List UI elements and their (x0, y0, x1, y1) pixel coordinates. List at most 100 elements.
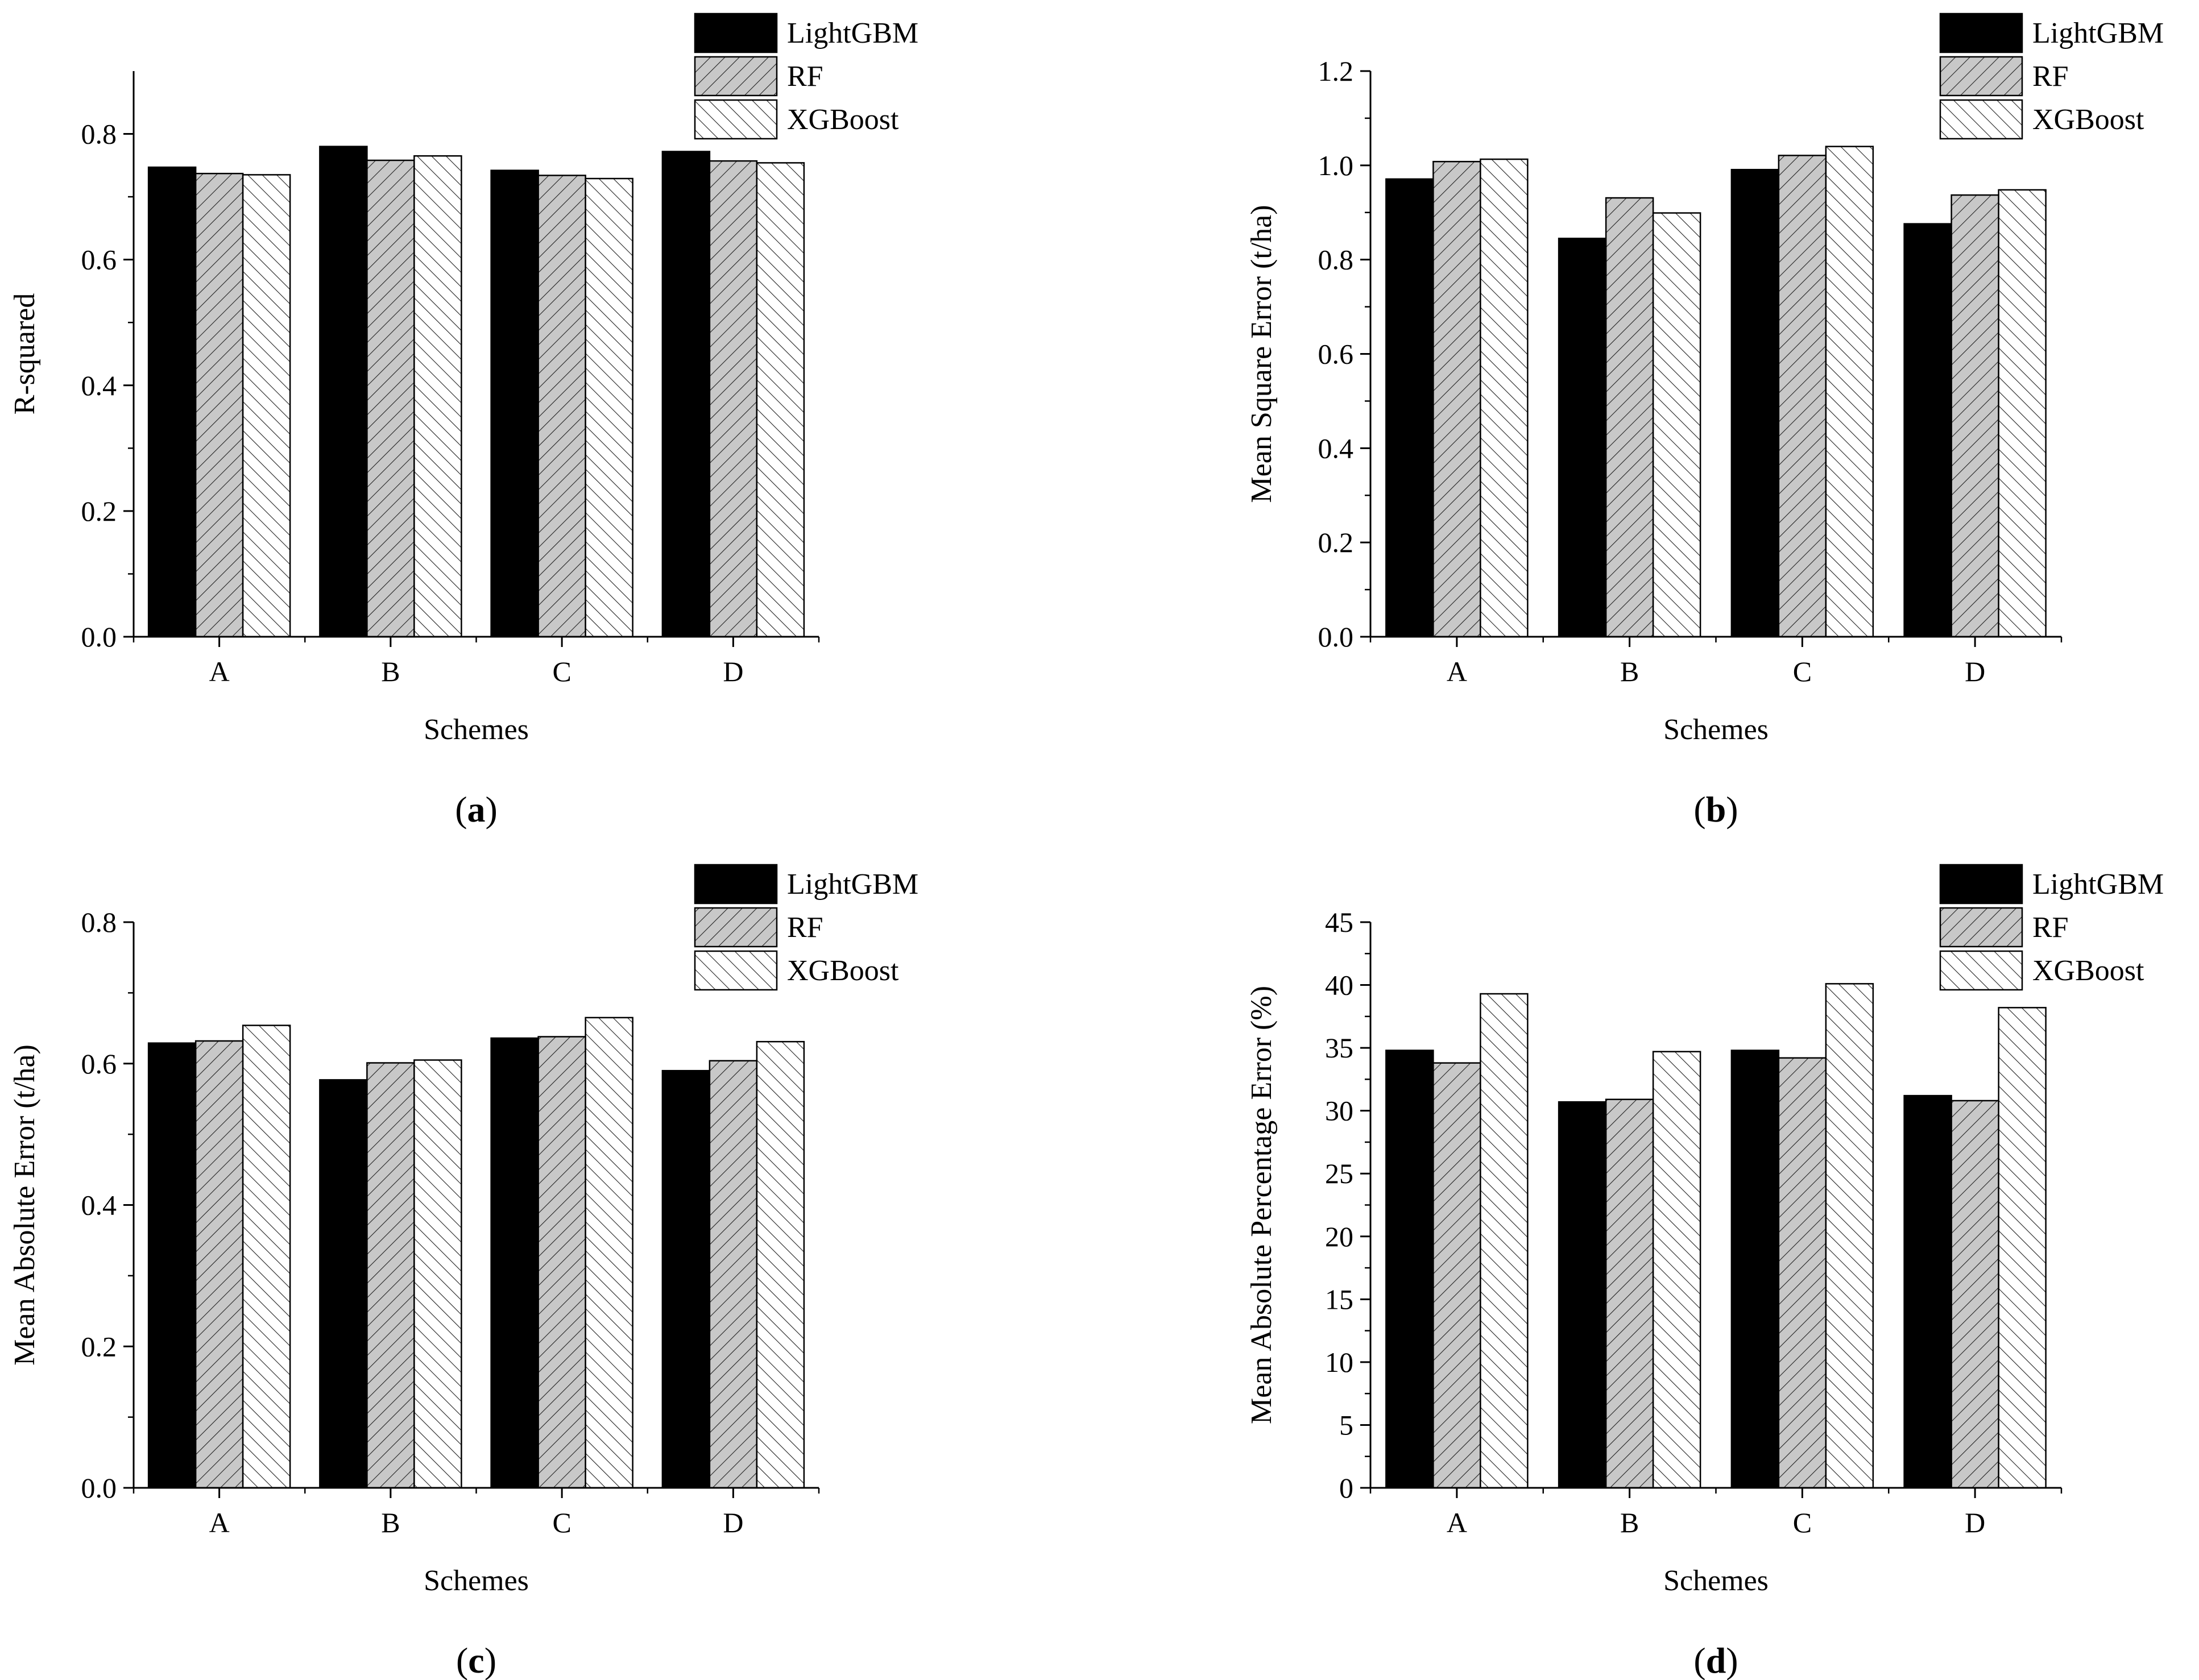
legend-swatch-lightgbm (694, 864, 778, 905)
y-tick-label: 0.6 (81, 1048, 117, 1080)
legend-swatch-xgboost (1939, 950, 2023, 991)
bar-lightgbm-c (490, 1037, 539, 1489)
bar-rf-d (1950, 194, 1999, 638)
bar-lightgbm-b (1558, 238, 1607, 638)
chart-panel-c: 0.0 0.2 0.4 0.6 0.8 A B C D Schemes Mean Absolute … (9, 864, 918, 1680)
y-tick-label: 35 (1325, 1032, 1353, 1064)
bar-rf-c (1778, 155, 1827, 638)
bar-lightgbm-b (319, 146, 368, 638)
legend-swatch-xgboost (694, 99, 778, 140)
y-tick-label: 1.2 (1318, 55, 1354, 87)
bar-rf-d (709, 1060, 758, 1489)
y-tick-label: 0.6 (81, 244, 117, 276)
bar-rf-a (194, 172, 244, 638)
y-tick-label: 5 (1339, 1409, 1353, 1441)
x-tick-label-c: C (1793, 656, 1812, 687)
panel-label: (d) (1693, 1640, 1738, 1680)
y-tick-label: 45 (1325, 906, 1353, 938)
y-tick-label: 1.0 (1318, 150, 1354, 181)
legend-label-rf: RF (787, 60, 823, 93)
bar-lightgbm-c (1730, 1050, 1780, 1489)
legend: LightGBM RF XGBoost (694, 13, 918, 140)
bar-lightgbm-c (1730, 169, 1780, 638)
y-tick-label: 0.0 (81, 1472, 117, 1504)
bar-rf-c (537, 1036, 586, 1489)
bar-xgboost-d (1998, 189, 2047, 638)
x-tick-label-a: A (209, 1507, 230, 1538)
y-tick-label: 0.2 (1318, 526, 1354, 558)
y-tick-label: 25 (1325, 1158, 1353, 1189)
y-tick-label: 0.8 (81, 118, 117, 150)
legend-swatch-lightgbm (1939, 13, 2023, 53)
bar-xgboost-a (242, 174, 291, 638)
x-axis-title: Schemes (424, 714, 529, 746)
panel-label: (a) (455, 789, 498, 829)
bar-xgboost-c (585, 177, 633, 638)
legend-swatch-lightgbm (1939, 864, 2023, 905)
legend-label-xgboost: XGBoost (787, 955, 899, 987)
bar-xgboost-b (1652, 1051, 1701, 1489)
x-tick-label-b: B (1620, 656, 1639, 687)
legend-swatch-rf (694, 907, 778, 948)
y-tick-label: 0.2 (81, 1330, 117, 1362)
y-tick-label: 0.4 (81, 1189, 117, 1221)
x-tick-label-b: B (381, 1507, 400, 1538)
x-tick-label-a: A (1447, 656, 1467, 687)
legend-swatch-rf (694, 56, 778, 97)
legend-swatch-xgboost (1939, 99, 2023, 140)
bar-lightgbm-b (319, 1079, 368, 1489)
legend: LightGBM RF XGBoost (694, 864, 918, 991)
legend-label-xgboost: XGBoost (2032, 955, 2144, 987)
bar-xgboost-d (756, 162, 805, 638)
x-axis-title: Schemes (424, 1565, 529, 1597)
y-tick-label: 0.8 (1318, 244, 1354, 276)
bar-lightgbm-d (661, 1069, 711, 1489)
y-tick-label: 0.0 (81, 621, 117, 653)
legend-label-lightgbm: LightGBM (787, 17, 918, 49)
y-tick-label: 0.4 (1318, 432, 1354, 464)
bar-rf-b (1605, 197, 1654, 638)
legend-label-lightgbm: LightGBM (787, 868, 918, 901)
bar-lightgbm-a (147, 166, 197, 638)
y-tick-label: 40 (1325, 969, 1353, 1001)
x-axis-title: Schemes (1663, 1565, 1769, 1597)
y-tick-label: 10 (1325, 1346, 1353, 1378)
legend: LightGBM RF XGBoost (1939, 864, 2164, 991)
x-tick-label-a: A (1447, 1507, 1467, 1538)
bar-xgboost-a (1480, 993, 1529, 1489)
bar-rf-c (1778, 1057, 1827, 1489)
bar-lightgbm-b (1558, 1101, 1607, 1489)
bar-lightgbm-c (490, 169, 539, 638)
y-tick-label: 0.2 (81, 495, 117, 527)
x-tick-label-d: D (1965, 1507, 1985, 1538)
y-axis-title: Mean Absolute Error (t/ha) (9, 1044, 41, 1366)
bar-xgboost-d (756, 1040, 805, 1489)
bar-rf-b (1605, 1098, 1654, 1489)
y-axis-title: Mean Square Error (t/ha) (1245, 205, 1278, 503)
legend-label-rf: RF (2032, 60, 2069, 93)
legend-label-lightgbm: LightGBM (2032, 868, 2164, 901)
bar-xgboost-c (1825, 983, 1874, 1489)
panel-label: (b) (1693, 789, 1738, 829)
legend-label-xgboost: XGBoost (2032, 103, 2144, 136)
x-axis-title: Schemes (1663, 714, 1769, 746)
bar-lightgbm-d (1903, 1094, 1952, 1489)
y-axis-title: R-squared (9, 293, 41, 415)
bar-xgboost-d (1998, 1007, 2047, 1489)
bar-xgboost-b (1652, 212, 1701, 638)
panel-label: (c) (456, 1640, 496, 1680)
x-tick-label-d: D (1965, 656, 1985, 687)
x-tick-label-c: C (552, 656, 571, 687)
x-tick-label-b: B (1620, 1507, 1639, 1538)
bar-xgboost-b (413, 155, 462, 638)
chart-panel-d: 0 5 10 15 20 25 30 35 40 45 A B C D Schemes Mean Absolu… (1245, 864, 2164, 1680)
bar-xgboost-c (1825, 146, 1874, 638)
legend-label-lightgbm: LightGBM (2032, 17, 2164, 49)
x-tick-label-a: A (209, 656, 230, 687)
bar-lightgbm-a (1385, 178, 1434, 638)
bar-rf-b (366, 1062, 415, 1489)
bar-rf-a (194, 1040, 244, 1489)
bar-lightgbm-a (147, 1042, 197, 1489)
y-tick-label: 0 (1339, 1472, 1353, 1504)
